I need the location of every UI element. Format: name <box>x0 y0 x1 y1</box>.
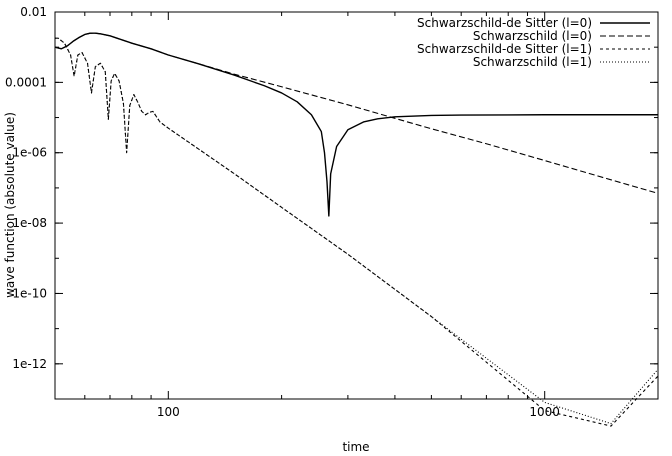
series-line-3 <box>55 37 659 427</box>
tick-layer: 100 1000 0.01 0.0001 1e-06 1e-08 1e-10 1e-12 <box>5 5 658 419</box>
y-tick-label: 1e-12 <box>12 357 47 371</box>
x-tick-label: 100 <box>157 405 180 419</box>
x-tick-label: 1000 <box>529 405 560 419</box>
plot-frame <box>54 11 659 400</box>
legend-label: Schwarzschild-de Sitter (l=1) <box>417 42 592 56</box>
legend-label: Schwarzschild-de Sitter (l=0) <box>417 16 592 30</box>
legend-label: Schwarzschild (l=0) <box>473 29 592 43</box>
legend-label: Schwarzschild (l=1) <box>473 55 592 69</box>
y-axis-title: wave function (absolute value) <box>3 112 17 298</box>
y-tick-label: 1e-10 <box>12 286 47 300</box>
y-tick-label: 1e-08 <box>12 216 47 230</box>
legend: Schwarzschild-de Sitter (l=0)Schwarzschi… <box>417 16 650 69</box>
series-line-2 <box>54 32 659 194</box>
x-axis-title: time <box>342 440 369 454</box>
y-tick-label: 1e-06 <box>12 146 47 160</box>
y-tick-label: 0.01 <box>20 5 47 19</box>
series-line-4 <box>55 37 659 425</box>
series-layer <box>54 32 659 427</box>
y-tick-label: 0.0001 <box>5 75 47 89</box>
